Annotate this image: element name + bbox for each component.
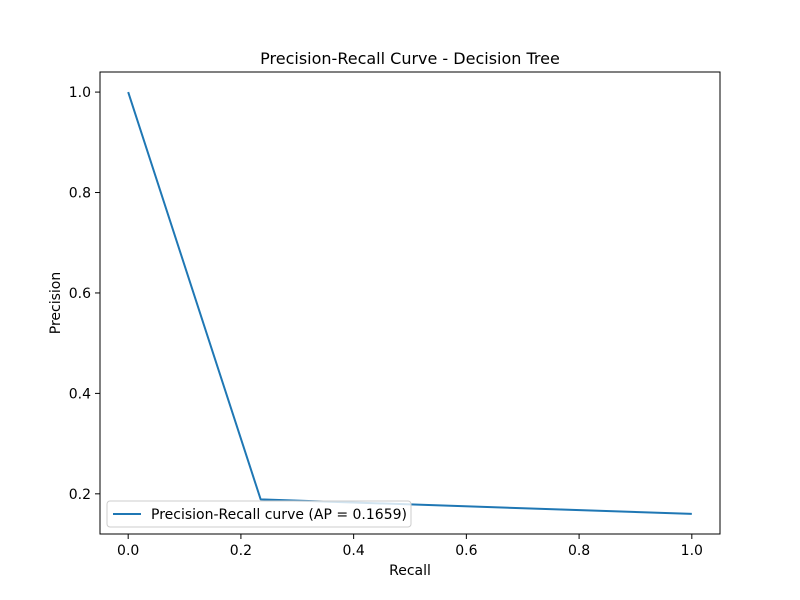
x-tick-label: 0.2 bbox=[230, 543, 252, 559]
y-tick-label: 0.8 bbox=[69, 186, 91, 202]
legend: Precision-Recall curve (AP = 0.1659) bbox=[106, 500, 412, 528]
y-tick-label: 0.6 bbox=[69, 286, 91, 302]
x-axis-label: Recall bbox=[389, 563, 431, 579]
x-tick-label: 0.6 bbox=[455, 543, 477, 559]
legend-box bbox=[106, 500, 412, 528]
axes-background bbox=[100, 72, 720, 534]
x-tick-label: 0.0 bbox=[117, 543, 139, 559]
series-layer bbox=[127, 91, 692, 515]
x-tick-label: 1.0 bbox=[681, 543, 703, 559]
axes-frame bbox=[99, 71, 721, 535]
y-tick-label: 0.2 bbox=[69, 487, 91, 503]
x-tick-label: 0.8 bbox=[568, 543, 590, 559]
y-axis-label: Precision bbox=[48, 272, 64, 334]
x-tick-label: 0.4 bbox=[343, 543, 365, 559]
x-axis-ticks: 0.0 0.2 0.4 0.6 0.8 1.0 bbox=[117, 534, 703, 559]
y-tick-label: 1.0 bbox=[69, 85, 91, 101]
y-axis-ticks: 0.2 0.4 0.6 0.8 1.0 bbox=[69, 85, 100, 503]
chart-title: Precision-Recall Curve - Decision Tree bbox=[260, 49, 560, 68]
y-tick-label: 0.4 bbox=[69, 386, 91, 402]
plot-area: 0.0 0.2 0.4 0.6 0.8 1.0 0.2 0.4 0.6 0.8 1.0 bbox=[69, 71, 721, 559]
series-line bbox=[127, 91, 692, 515]
legend-entry-label: Precision-Recall curve (AP = 0.1659) bbox=[151, 507, 407, 523]
